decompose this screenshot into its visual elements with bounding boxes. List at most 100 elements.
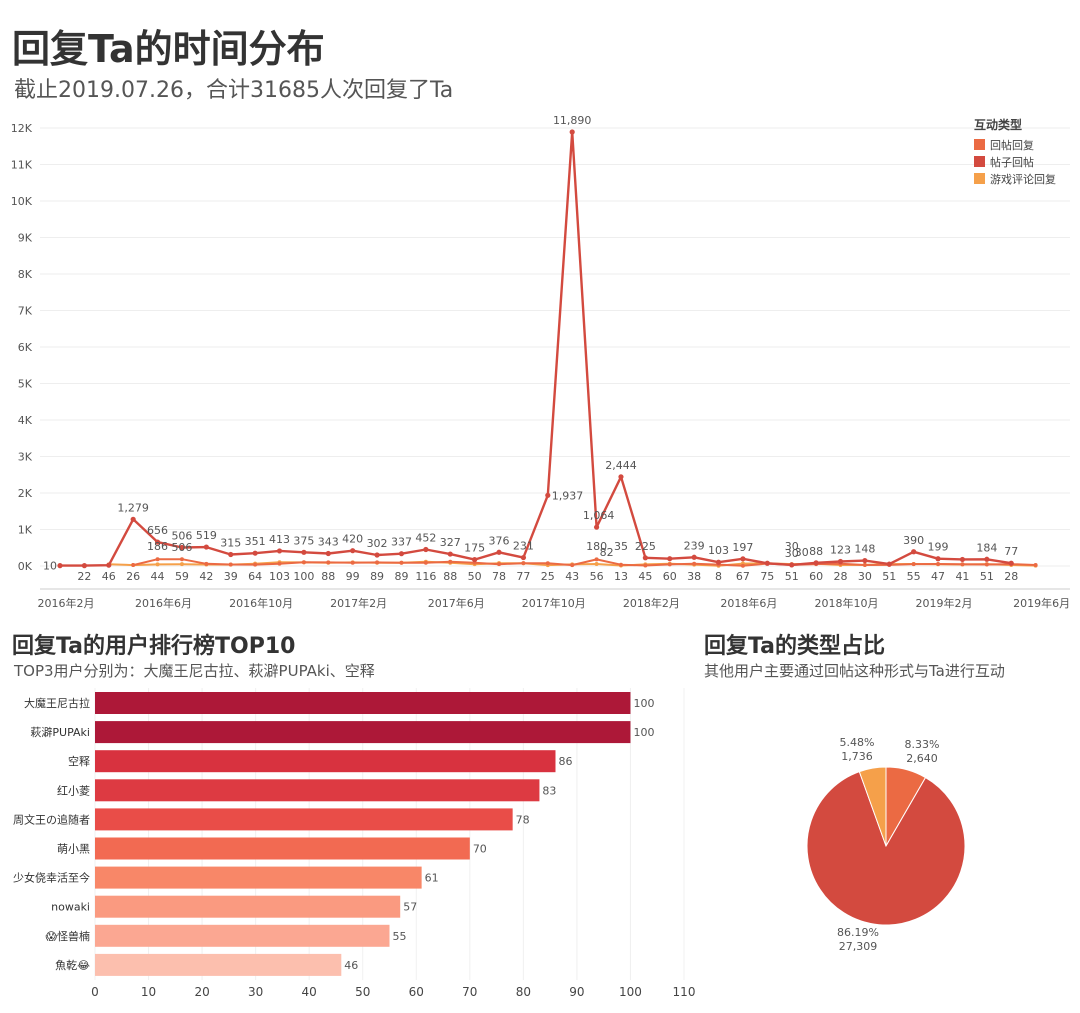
data-point[interactable] [618, 562, 623, 567]
data-point[interactable] [862, 557, 868, 564]
pie-percent-label: 8.33% [905, 738, 940, 751]
data-point[interactable] [570, 563, 575, 568]
data-point[interactable] [862, 562, 867, 567]
x-tick-label: 0 [91, 985, 99, 999]
data-point[interactable] [813, 560, 819, 566]
data-point[interactable] [520, 554, 527, 561]
y-tick-label: 12K [11, 122, 33, 135]
data-point[interactable] [325, 550, 331, 557]
data-point[interactable] [374, 552, 380, 558]
data-point[interactable] [594, 561, 599, 566]
data-point[interactable] [1008, 560, 1014, 566]
data-point[interactable] [277, 561, 282, 566]
data-point[interactable] [130, 516, 136, 522]
data-point[interactable] [203, 544, 209, 550]
data-point[interactable] [764, 560, 770, 566]
data-point[interactable] [691, 554, 697, 560]
data-point[interactable] [204, 561, 209, 566]
data-point[interactable] [57, 563, 63, 569]
data-point[interactable] [228, 551, 234, 558]
data-point[interactable] [960, 562, 965, 567]
data-label: 30 [795, 546, 809, 559]
series-line [60, 130, 1012, 567]
legend-item-reply-post[interactable]: 回帖回复 [974, 136, 1056, 153]
data-point[interactable] [715, 559, 722, 565]
data-point[interactable] [496, 549, 502, 555]
data-point[interactable] [959, 556, 966, 563]
data-point[interactable] [253, 562, 258, 567]
data-point[interactable] [326, 560, 331, 565]
data-point[interactable] [447, 551, 453, 557]
data-point[interactable] [642, 555, 648, 561]
data-point[interactable] [423, 560, 428, 565]
bar[interactable] [95, 866, 422, 889]
data-point[interactable] [789, 562, 795, 568]
data-point[interactable] [692, 561, 697, 566]
data-point[interactable] [179, 557, 184, 562]
data-point[interactable] [984, 562, 989, 567]
pie-slice[interactable] [858, 766, 887, 847]
data-point[interactable] [448, 559, 453, 564]
data-point[interactable] [936, 561, 941, 566]
data-point[interactable] [521, 561, 526, 566]
data-point[interactable] [398, 551, 405, 557]
bar[interactable] [95, 924, 390, 947]
data-point[interactable] [472, 557, 478, 563]
data-label: 103 [708, 544, 729, 557]
data-point[interactable] [497, 562, 502, 567]
data-point[interactable] [545, 561, 550, 566]
legend-item-game-review[interactable]: 游戏评论回复 [974, 170, 1056, 187]
data-point[interactable] [252, 550, 258, 556]
data-point[interactable] [423, 546, 429, 553]
bar[interactable] [95, 895, 401, 918]
data-point[interactable] [399, 560, 404, 565]
data-point[interactable] [593, 524, 600, 530]
data-point[interactable] [569, 129, 575, 135]
data-point[interactable] [106, 562, 112, 568]
data-point[interactable] [740, 563, 745, 568]
bar[interactable] [95, 837, 470, 860]
data-point[interactable] [375, 560, 380, 565]
data-point[interactable] [228, 562, 233, 567]
data-point[interactable] [155, 562, 160, 567]
data-point[interactable] [667, 556, 673, 562]
legend-item-thread-reply[interactable]: 帖子回帖 [974, 153, 1056, 170]
data-point[interactable] [301, 549, 307, 555]
bar[interactable] [95, 808, 513, 831]
data-point[interactable] [886, 561, 892, 567]
x-tick-label: 2016年10月 [229, 596, 293, 610]
data-point[interactable] [837, 558, 844, 565]
data-point[interactable] [594, 557, 599, 562]
data-label: 375 [293, 534, 314, 547]
data-point[interactable] [984, 556, 990, 562]
data-point[interactable] [179, 544, 185, 551]
data-point[interactable] [81, 563, 87, 569]
data-point[interactable] [667, 562, 672, 567]
bar[interactable] [95, 750, 556, 773]
data-point[interactable] [618, 474, 624, 480]
data-point[interactable] [911, 562, 916, 567]
data-point[interactable] [350, 560, 355, 565]
bar[interactable] [95, 953, 342, 976]
pie-slice[interactable] [806, 770, 966, 926]
bar[interactable] [95, 721, 631, 744]
data-point[interactable] [155, 557, 160, 562]
data-point[interactable] [301, 560, 306, 565]
data-point[interactable] [154, 539, 161, 545]
data-point[interactable] [276, 548, 283, 554]
data-point[interactable] [643, 563, 648, 568]
y-tick-label: 0K [18, 560, 33, 573]
bottom-value-label: 116 [415, 570, 436, 583]
data-point[interactable] [350, 548, 356, 554]
data-point[interactable] [740, 556, 746, 562]
bar[interactable] [95, 692, 631, 714]
bottom-value-label: 67 [736, 570, 750, 583]
bottom-value-label: 50 [468, 570, 482, 583]
bar[interactable] [95, 779, 540, 802]
data-point[interactable] [545, 492, 551, 498]
data-point[interactable] [911, 549, 917, 555]
data-point[interactable] [179, 562, 184, 567]
data-point[interactable] [935, 556, 941, 562]
data-point[interactable] [131, 563, 136, 568]
data-point[interactable] [1033, 562, 1038, 567]
